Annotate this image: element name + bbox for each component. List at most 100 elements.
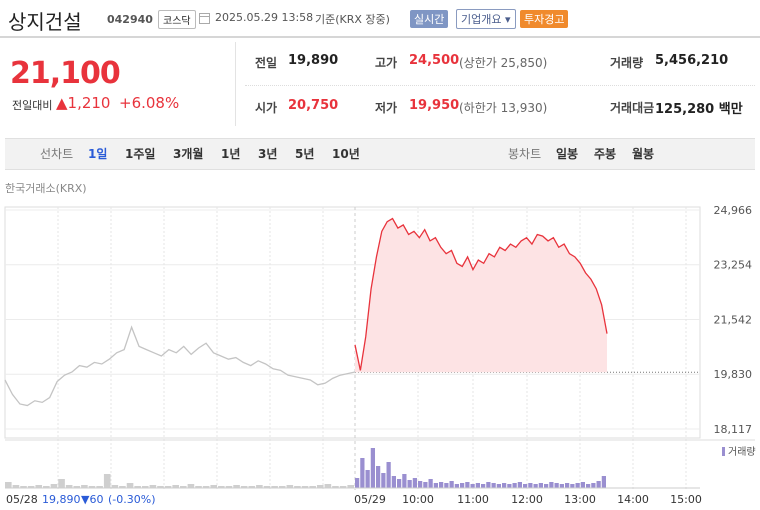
- x-tick-label: 05/29: [354, 493, 386, 506]
- volume-bar: [35, 485, 43, 488]
- volume-bar: [381, 473, 386, 488]
- volume-bar: [149, 485, 157, 488]
- stat-label: 거래대금: [610, 101, 655, 115]
- volume-bar: [486, 482, 491, 488]
- volume-bar: [58, 479, 65, 488]
- volume-bar: [134, 486, 141, 488]
- volume-bar: [81, 485, 88, 488]
- volume-bar: [332, 486, 339, 488]
- x-tick-label: 15:00: [670, 493, 702, 506]
- tab[interactable]: 1년: [221, 147, 241, 161]
- plot-frame: [4, 206, 701, 439]
- volume-bar: [73, 486, 81, 488]
- volume-bar: [141, 486, 149, 488]
- volume-bar: [50, 484, 58, 488]
- volume-bar: [601, 476, 606, 488]
- company-button[interactable]: 기업개요 ▾: [456, 9, 516, 29]
- y-tick-label: 21,542: [714, 313, 753, 326]
- volume-bar: [164, 486, 172, 488]
- volume-bar: [565, 483, 570, 488]
- realtime-tag[interactable]: 실시간: [410, 10, 449, 28]
- x-tick-label: 11:00: [457, 493, 489, 506]
- volume-bar: [544, 484, 549, 488]
- datetime: 2025.05.29 13:58: [215, 11, 314, 24]
- volume-bar: [449, 481, 454, 488]
- volume-bar: [523, 484, 528, 488]
- volume-bar: [355, 478, 360, 488]
- volume-bar: [12, 485, 20, 488]
- volume-bar: [502, 483, 507, 488]
- volume-bar: [256, 485, 263, 488]
- volume-bar: [126, 483, 134, 488]
- volume-bar: [111, 485, 119, 488]
- volume-bar: [65, 485, 73, 488]
- price: 21,100: [10, 56, 121, 91]
- tab[interactable]: 10년: [332, 147, 360, 161]
- volume-bar: [286, 485, 294, 488]
- stat-note: (하한가 13,930): [459, 101, 548, 115]
- price-area: [355, 218, 607, 373]
- volume-bar: [316, 485, 324, 488]
- volume-bar: [263, 486, 271, 488]
- volume-bar: [533, 484, 538, 488]
- basis: 기준(KRX 장중): [315, 13, 390, 26]
- stat-label: 저가: [375, 101, 398, 115]
- price-line: [354, 217, 608, 371]
- stat-value: 5,456,210: [655, 53, 729, 68]
- market-tag: 코스닥: [158, 10, 196, 29]
- volume-bar: [248, 486, 256, 488]
- tab[interactable]: 3개월: [173, 147, 204, 161]
- volume-bar: [402, 474, 407, 488]
- company-label: 기업개요: [461, 13, 502, 26]
- volume-bar: [278, 486, 286, 488]
- volume-bar: [218, 486, 225, 488]
- volume-bar: [324, 484, 332, 488]
- volume-bar: [465, 482, 470, 488]
- stat-value: 19,890: [288, 53, 339, 68]
- volume-bar: [481, 484, 486, 488]
- warning-tag: 투자경고: [520, 10, 569, 28]
- change-rate: +6.08%: [119, 94, 180, 112]
- volume-bar: [187, 484, 195, 488]
- tab[interactable]: 1일: [88, 147, 108, 161]
- volume-bar: [418, 481, 423, 488]
- y-tick-label: 19,830: [714, 368, 753, 381]
- volume-bar: [412, 478, 417, 488]
- stat-value: 20,750: [288, 98, 339, 113]
- tab[interactable]: 월봉: [632, 147, 655, 161]
- volume-bar: [240, 486, 248, 488]
- volume-bar: [407, 480, 412, 488]
- y-tick-label: 23,254: [714, 259, 753, 272]
- volume-bar: [491, 483, 496, 488]
- volume-bar: [444, 483, 449, 488]
- tab[interactable]: 5년: [295, 147, 315, 161]
- volume-bar: [172, 485, 179, 488]
- volume-bar: [195, 486, 202, 488]
- volume-bar: [507, 484, 512, 488]
- volume-bar: [586, 484, 591, 488]
- tab[interactable]: 3년: [258, 147, 278, 161]
- y-tick-label: 24,966: [714, 204, 753, 217]
- stat-value: 19,950: [409, 98, 460, 113]
- footer-close: 19,890: [42, 493, 81, 506]
- volume-bar: [549, 482, 554, 488]
- tab[interactable]: 일봉: [556, 147, 579, 161]
- x-tick-label: 12:00: [511, 493, 543, 506]
- tab[interactable]: 1주일: [125, 147, 156, 161]
- volume-bar: [496, 484, 501, 488]
- tab[interactable]: 주봉: [594, 147, 617, 161]
- volume-bar: [202, 486, 210, 488]
- stat-label: 전일: [255, 56, 278, 70]
- volume-bar: [423, 482, 428, 488]
- volume-bar: [309, 486, 316, 488]
- volume-bar: [43, 486, 50, 488]
- stat-note: (상한가 25,850): [459, 56, 548, 70]
- volume-bar: [233, 485, 240, 488]
- volume-bar: [391, 476, 396, 488]
- volume-bar: [575, 483, 580, 488]
- calendar-icon: [199, 13, 210, 24]
- change: ▲1,210: [56, 94, 111, 112]
- volume-bar: [460, 483, 465, 488]
- volume-legend: 거래량: [728, 446, 756, 458]
